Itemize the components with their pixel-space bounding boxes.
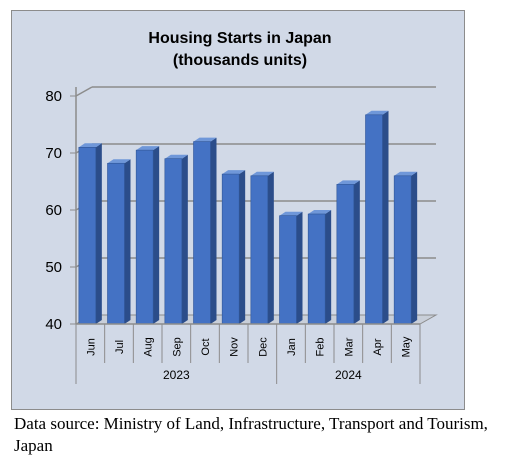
bar-top xyxy=(394,171,418,176)
chart-area: Housing Starts in Japan (thousands units… xyxy=(11,10,465,410)
y-tick-label: 50 xyxy=(45,259,62,276)
bar-top xyxy=(308,209,332,214)
bar xyxy=(365,114,383,325)
bar-top xyxy=(78,143,102,148)
x-tick-label: Feb xyxy=(315,338,327,357)
bar-chart: Housing Starts in Japan (thousands units… xyxy=(45,30,438,384)
x-tick-label: May xyxy=(401,336,413,357)
bar xyxy=(336,184,355,325)
bar xyxy=(221,173,240,325)
x-tick-label: Mar xyxy=(343,337,355,356)
bar-top xyxy=(250,171,274,176)
bar xyxy=(279,215,297,325)
bar-top xyxy=(336,180,360,185)
y-tick-label: 70 xyxy=(45,145,62,162)
y-tick-label: 60 xyxy=(45,202,62,219)
bar-side xyxy=(296,211,303,324)
bar xyxy=(193,141,211,325)
bar xyxy=(250,175,269,325)
bar-side xyxy=(210,137,217,324)
bar-side xyxy=(153,146,160,324)
bar-top xyxy=(164,154,188,159)
data-source-note: Data source: Ministry of Land, Infrastru… xyxy=(14,414,488,455)
chart-subtitle: (thousands units) xyxy=(173,52,307,69)
x-tick-label: Aug xyxy=(143,337,155,357)
x-tick-label: Jun xyxy=(85,338,97,356)
y-tick-label: 80 xyxy=(45,88,62,105)
bar xyxy=(393,175,412,325)
bar-side xyxy=(95,143,102,324)
bar-top xyxy=(279,211,303,216)
bar xyxy=(164,158,183,325)
chart-title: Housing Starts in Japan xyxy=(148,30,331,47)
bar-top xyxy=(365,110,389,115)
bar xyxy=(78,147,97,325)
bar-top xyxy=(193,137,217,142)
bar-side xyxy=(325,209,332,324)
bar-side xyxy=(181,154,188,324)
bar-side xyxy=(239,170,246,324)
x-tick-label: Jul xyxy=(114,340,126,354)
bar xyxy=(107,162,125,325)
x-tick-label: Nov xyxy=(229,337,241,357)
group-label: 2024 xyxy=(335,368,362,382)
x-tick-label: Apr xyxy=(372,338,384,355)
gridline-depth xyxy=(75,86,93,97)
bar-side xyxy=(124,159,131,324)
y-tick-label: 40 xyxy=(45,316,62,333)
bar-side xyxy=(411,171,418,324)
group-label: 2023 xyxy=(163,368,190,382)
bar xyxy=(307,213,326,325)
bar-side xyxy=(267,171,274,324)
bar-side xyxy=(353,180,360,324)
bar xyxy=(135,149,154,325)
bar-top xyxy=(222,170,246,175)
bar-top xyxy=(107,159,131,164)
bar-side xyxy=(382,110,389,324)
x-tick-label: Oct xyxy=(200,338,212,355)
x-tick-label: Sep xyxy=(171,337,183,357)
x-tick-label: Jan xyxy=(286,338,298,356)
x-tick-label: Dec xyxy=(257,337,269,357)
bar-top xyxy=(136,146,160,151)
